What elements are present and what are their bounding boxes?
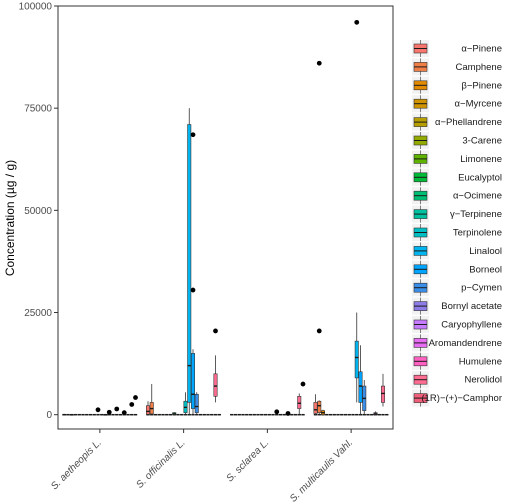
box — [297, 396, 302, 409]
box — [187, 124, 192, 403]
outlier-point — [190, 287, 196, 293]
legend-label: Limonene — [460, 154, 502, 165]
y-tick-label: 50000 — [24, 206, 52, 217]
outlier-point — [133, 395, 138, 400]
legend-item: Borneol — [412, 260, 502, 278]
box — [381, 385, 385, 403]
outlier-point — [316, 328, 322, 334]
legend-item: β−Pinene — [412, 76, 502, 94]
box — [358, 371, 363, 403]
legend-item: Humulene — [412, 352, 502, 370]
legend-label: Linalool — [469, 246, 502, 257]
outlier-point — [300, 381, 306, 387]
legend-label: Eucalyptol — [458, 172, 502, 183]
y-axis: 0 25000 50000 75000 100000 — [19, 2, 58, 421]
legend-label: Camphene — [456, 62, 502, 73]
legend-item: p−Cymen — [412, 279, 502, 297]
legend-item: 3-Carene — [412, 132, 502, 149]
legend-label: Humulene — [459, 356, 502, 367]
outlier-point — [285, 411, 291, 416]
outlier-point — [129, 402, 135, 407]
box — [354, 340, 359, 379]
legend-item: α−Pinene — [412, 40, 502, 57]
y-axis-title: Concentration (µg / g) — [3, 160, 17, 276]
legend-item: Camphene — [412, 58, 502, 76]
legend-item: α−Phellandrene — [412, 113, 502, 131]
legend-label: Nerolidol — [465, 375, 503, 386]
legend-item: γ−Terpinene — [412, 205, 502, 223]
outlier-point — [274, 409, 280, 415]
box — [146, 405, 150, 415]
legend-label: γ−Terpinene — [450, 209, 502, 220]
box — [194, 393, 199, 413]
outlier-point — [354, 19, 360, 25]
legend-label: Aromandendrene — [429, 338, 502, 349]
legend-label: β−Pinene — [461, 80, 502, 91]
box — [317, 400, 322, 413]
legend-label: Caryophyllene — [441, 320, 502, 331]
legend-label: p−Cymen — [461, 283, 502, 294]
legend-item: Bornyl acetate — [412, 297, 502, 315]
legend: α−Pinene Camphene β−Pinene α−Myrcene α−Phell… — [412, 40, 502, 407]
plot-panel — [57, 5, 394, 430]
y-tick-label: 25000 — [24, 308, 52, 319]
legend-label: Borneol — [469, 264, 502, 275]
x-axis: S. aetheopis L. S. officinalis L. S. sclar… — [49, 429, 355, 504]
outlier-point — [106, 409, 112, 415]
legend-item: Linalool — [412, 242, 502, 260]
legend-label: (1R)−(+)−Camphor — [421, 393, 502, 404]
outlier-point — [190, 132, 196, 138]
legend-item: Aromandendrene — [412, 334, 502, 352]
legend-label: α−Phellandrene — [435, 117, 502, 128]
points-layer — [95, 19, 360, 416]
boxes-layer — [62, 108, 389, 416]
legend-item: Nerolidol — [412, 371, 503, 389]
box — [191, 353, 195, 409]
x-tick-label: S. multicaulis Vahl. — [288, 437, 355, 504]
outlier-point — [95, 407, 101, 413]
legend-item: Terpinolene — [412, 224, 502, 241]
legend-item: Eucalyptol — [412, 168, 502, 186]
box — [213, 373, 218, 397]
legend-item: α−Ocimene — [412, 187, 502, 205]
outlier-point — [121, 410, 127, 416]
legend-label: Terpinolene — [453, 228, 502, 239]
box — [313, 402, 318, 414]
y-tick-label: 75000 — [24, 104, 52, 115]
outlier-point — [114, 406, 120, 412]
legend-label: α−Pinene — [461, 44, 502, 55]
legend-item: α−Myrcene — [412, 95, 502, 113]
y-tick-label: 0 — [46, 410, 52, 421]
legend-item: (1R)−(+)−Camphor — [412, 389, 502, 407]
legend-item: Limonene — [412, 150, 502, 168]
legend-label: α−Ocimene — [453, 191, 502, 202]
x-tick-label: S. officinalis L. — [134, 437, 187, 490]
legend-label: 3-Carene — [462, 136, 502, 147]
y-tick-label: 100000 — [19, 2, 53, 13]
legend-label: α−Myrcene — [455, 99, 502, 110]
outlier-point — [316, 60, 322, 66]
legend-label: Bornyl acetate — [441, 301, 502, 312]
legend-item: Caryophyllene — [412, 316, 502, 333]
x-tick-label: S. sclarea L. — [224, 437, 271, 484]
x-tick-label: S. aetheopis L. — [49, 437, 104, 492]
outlier-point — [213, 328, 218, 334]
